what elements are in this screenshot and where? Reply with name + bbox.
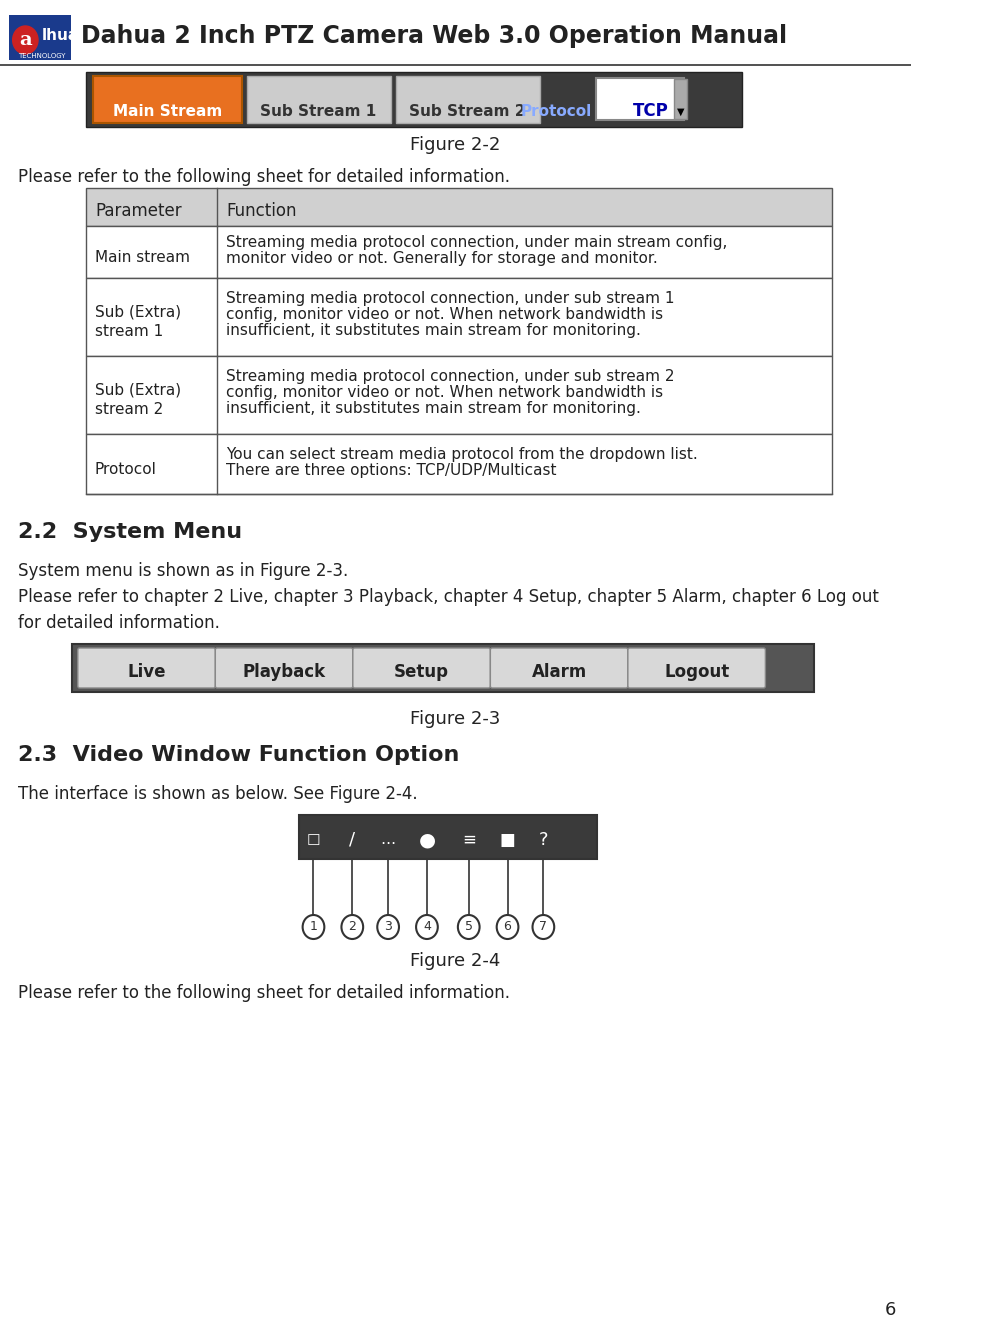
Text: config, monitor video or not. When network bandwidth is: config, monitor video or not. When netwo…	[227, 308, 664, 322]
Text: Parameter: Parameter	[95, 202, 181, 220]
Text: Live: Live	[127, 663, 166, 681]
Text: Main Stream: Main Stream	[113, 104, 222, 119]
Text: Figure 2-3: Figure 2-3	[410, 710, 500, 729]
Text: ●: ●	[419, 830, 435, 850]
FancyBboxPatch shape	[86, 278, 833, 356]
Text: config, monitor video or not. When network bandwidth is: config, monitor video or not. When netwo…	[227, 385, 664, 401]
Text: …: …	[381, 832, 396, 847]
Text: ☐: ☐	[307, 832, 320, 847]
Text: You can select stream media protocol from the dropdown list.: You can select stream media protocol fro…	[227, 446, 698, 461]
Text: Playback: Playback	[243, 663, 325, 681]
Text: Sub (Extra)
stream 1: Sub (Extra) stream 1	[95, 305, 181, 340]
Text: The interface is shown as below. See Figure 2-4.: The interface is shown as below. See Fig…	[18, 785, 418, 803]
Text: 1: 1	[309, 920, 317, 934]
Text: 6: 6	[884, 1301, 895, 1319]
Text: Please refer to the following sheet for detailed information.: Please refer to the following sheet for …	[18, 168, 511, 186]
Text: 3: 3	[385, 920, 392, 934]
Text: Figure 2-4: Figure 2-4	[410, 952, 500, 970]
Text: Alarm: Alarm	[532, 663, 587, 681]
Text: Main stream: Main stream	[95, 249, 190, 265]
Circle shape	[416, 915, 438, 939]
FancyBboxPatch shape	[490, 647, 628, 689]
Text: Streaming media protocol connection, under main stream config,: Streaming media protocol connection, und…	[227, 234, 727, 249]
Text: insufficient, it substitutes main stream for monitoring.: insufficient, it substitutes main stream…	[227, 324, 641, 338]
Text: monitor video or not. Generally for storage and monitor.: monitor video or not. Generally for stor…	[227, 250, 658, 265]
Text: 2.3  Video Window Function Option: 2.3 Video Window Function Option	[18, 745, 459, 765]
Text: Protocol: Protocol	[521, 104, 592, 119]
FancyBboxPatch shape	[9, 15, 70, 60]
Text: Sub Stream 1: Sub Stream 1	[261, 104, 377, 119]
Text: Sub (Extra)
stream 2: Sub (Extra) stream 2	[95, 382, 181, 417]
Text: 4: 4	[423, 920, 431, 934]
FancyBboxPatch shape	[94, 76, 242, 123]
FancyBboxPatch shape	[397, 76, 540, 123]
Text: 2: 2	[348, 920, 356, 934]
Text: a: a	[19, 31, 31, 49]
Text: 2.2  System Menu: 2.2 System Menu	[18, 522, 243, 542]
Text: Figure 2-2: Figure 2-2	[410, 136, 500, 155]
Text: TCP: TCP	[633, 103, 669, 120]
Text: TECHNOLOGY: TECHNOLOGY	[18, 53, 65, 59]
Circle shape	[341, 915, 364, 939]
Text: 5: 5	[465, 920, 472, 934]
Text: /: /	[349, 831, 355, 848]
Text: Streaming media protocol connection, under sub stream 1: Streaming media protocol connection, und…	[227, 292, 675, 306]
Circle shape	[496, 915, 519, 939]
Text: Setup: Setup	[394, 663, 449, 681]
Text: Logout: Logout	[664, 663, 729, 681]
Text: Protocol: Protocol	[95, 461, 157, 477]
Circle shape	[378, 915, 399, 939]
Text: 6: 6	[504, 920, 512, 934]
Text: Please refer to chapter 2 Live, chapter 3 Playback, chapter 4 Setup, chapter 5 A: Please refer to chapter 2 Live, chapter …	[18, 587, 879, 633]
FancyBboxPatch shape	[674, 79, 687, 119]
Text: lhua: lhua	[41, 28, 79, 43]
FancyBboxPatch shape	[78, 647, 215, 689]
FancyBboxPatch shape	[596, 79, 684, 120]
Circle shape	[13, 27, 38, 55]
Circle shape	[533, 915, 554, 939]
Circle shape	[458, 915, 479, 939]
Circle shape	[303, 915, 324, 939]
FancyBboxPatch shape	[628, 647, 765, 689]
FancyBboxPatch shape	[86, 226, 833, 278]
FancyBboxPatch shape	[215, 647, 352, 689]
FancyBboxPatch shape	[298, 815, 597, 859]
Text: ?: ?	[539, 831, 548, 848]
Text: Function: Function	[227, 202, 297, 220]
FancyBboxPatch shape	[86, 188, 833, 226]
FancyBboxPatch shape	[86, 356, 833, 434]
Text: System menu is shown as in Figure 2-3.: System menu is shown as in Figure 2-3.	[18, 562, 348, 579]
FancyBboxPatch shape	[352, 647, 490, 689]
FancyBboxPatch shape	[247, 76, 391, 123]
FancyBboxPatch shape	[86, 434, 833, 494]
FancyBboxPatch shape	[73, 643, 815, 693]
Text: Sub Stream 2: Sub Stream 2	[410, 104, 526, 119]
Text: Dahua 2 Inch PTZ Camera Web 3.0 Operation Manual: Dahua 2 Inch PTZ Camera Web 3.0 Operatio…	[82, 24, 787, 48]
Text: ▼: ▼	[677, 107, 684, 116]
Text: ≡: ≡	[462, 831, 475, 848]
Text: 7: 7	[540, 920, 548, 934]
Text: There are three options: TCP/UDP/Multicast: There are three options: TCP/UDP/Multica…	[227, 462, 557, 477]
Text: insufficient, it substitutes main stream for monitoring.: insufficient, it substitutes main stream…	[227, 401, 641, 417]
Text: ■: ■	[499, 831, 516, 848]
FancyBboxPatch shape	[86, 72, 742, 127]
Text: Please refer to the following sheet for detailed information.: Please refer to the following sheet for …	[18, 984, 511, 1002]
Text: Streaming media protocol connection, under sub stream 2: Streaming media protocol connection, und…	[227, 369, 675, 385]
